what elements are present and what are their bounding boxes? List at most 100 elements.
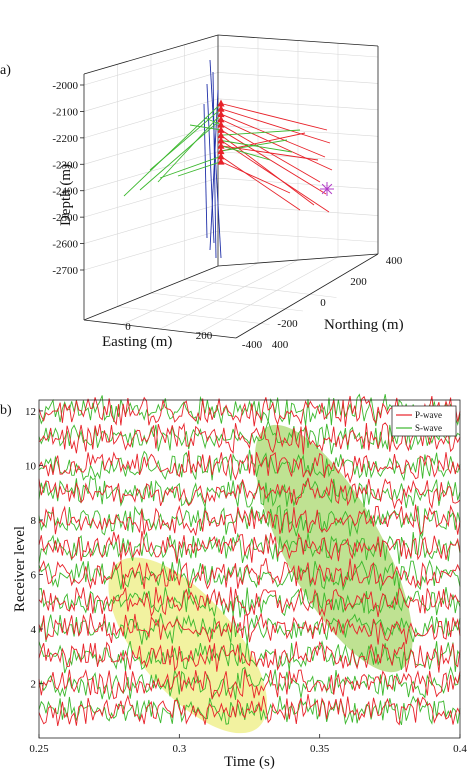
box-edge [235,253,379,339]
panel-a-axes-box [83,34,379,339]
receiver-level-axis-label: Receiver level [12,526,28,612]
p-wave-trace [38,504,461,536]
panel-a-ticks: -2000-2100-2200-2300-2400-2500-2600-2700… [52,80,402,351]
s-ray-path [220,129,301,136]
s-ray-path [177,161,222,177]
p-wave-trace [38,395,461,427]
p-wave-trace [38,422,461,455]
receiver-marker [217,99,225,107]
floor-gridline-b [121,262,259,325]
northing-tick-label: 200 [350,276,367,288]
panel-a-label: a) [0,63,11,78]
receiver-marker [217,115,225,123]
p-ray-path [220,140,330,213]
depth-tick-label: -2100 [52,106,78,118]
depth-tick-label: -2300 [52,159,78,171]
y-tick-label: 10 [25,460,37,472]
panel-b-label: b) [0,403,12,418]
legend-s-wave-label: S-wave [415,423,442,433]
s-ray-path [149,108,222,171]
s-ray-path [220,140,293,153]
s-ray-path [220,145,271,161]
s-ray-path [139,119,222,191]
s-wave-trace [38,475,461,509]
p-ray-path [220,161,291,194]
legend-p-wave-label: P-wave [415,410,442,420]
panel-b-ticks: 0.25 0.3 0.35 0.4 2 4 6 8 10 12 [25,406,467,755]
s-ray-path [123,103,222,197]
p-wave-trace [38,584,461,618]
panel-a-plot [123,59,334,259]
source-marker [321,183,333,195]
well-trajectory [203,103,208,239]
y-tick-label: 12 [25,406,36,418]
panel-b-plot [38,393,461,739]
receiver-marker [217,136,225,144]
depth-tick-label: -2200 [52,133,78,145]
s-wave-trace [38,504,461,538]
well-trajectory [209,89,219,251]
y-tick-label: 2 [31,678,37,690]
receiver-marker [217,125,225,133]
y-tick-label: 4 [31,624,37,636]
p-wave-trace [38,694,461,727]
receiver-marker [217,157,225,165]
p-ray-path [220,132,306,152]
northing-tick-label: -200 [277,318,298,330]
p-ray-path [220,155,301,211]
floor-gridline-a [150,292,304,312]
northing-tick-label: 0 [320,297,326,309]
p-ray-path [220,113,326,158]
s-ray-path [189,124,222,131]
p-wave-trace [38,668,461,700]
depth-tick-label: -2700 [52,265,78,277]
s-ray-path [159,155,222,179]
s-wave-trace [38,695,461,726]
floor-gridline-a [117,306,270,325]
northing-axis-label: Northing (m) [324,317,404,333]
s-ray-path [204,117,222,126]
p-ray-path [220,118,333,171]
s-ray-path [220,139,288,152]
easting-axis-label: Easting (m) [102,334,172,350]
northing-tick-label: 400 [386,255,403,267]
legend-box [391,405,457,437]
floor-gridline-a [184,279,337,298]
receiver-marker [217,141,225,149]
box-edge [83,319,237,339]
box-edge [217,34,379,47]
receiver-marker [217,147,225,155]
s-wave-trace [38,666,461,701]
legend: P-wave S-wave [391,405,457,437]
depth-tick-label: -2400 [52,186,78,198]
depth-tick-label: -2000 [52,80,78,92]
x-tick-label: 0.25 [29,743,49,755]
p-wave-trace [38,611,461,645]
s-wave-trace [38,393,461,427]
plot-frame [38,399,461,739]
well-trajectory [209,59,222,259]
s-wave-trace [38,612,461,645]
p-wave-arrival-highlight [108,557,268,734]
easting-tick-label: 0 [125,321,131,333]
easting-tick-label: 400 [272,339,289,351]
p-wave-trace [38,557,461,590]
receiver-marker [217,110,225,118]
receiver-marker [217,131,225,139]
floor-gridline-b [159,259,299,330]
well-trajectory [206,83,215,244]
box-edge [217,253,379,267]
p-wave-trace [38,477,461,510]
receiver-marker [217,104,225,112]
y-tick-label: 6 [31,569,37,581]
p-ray-path [220,108,331,144]
x-tick-label: 0.4 [453,743,467,755]
x-tick-label: 0.3 [172,743,186,755]
p-ray-path [220,103,328,131]
box-edge [83,34,219,75]
receiver-marker [217,120,225,128]
time-axis-label: Time (s) [224,754,275,770]
p-wave-trace [38,531,461,564]
depth-tick-label: -2600 [52,239,78,251]
